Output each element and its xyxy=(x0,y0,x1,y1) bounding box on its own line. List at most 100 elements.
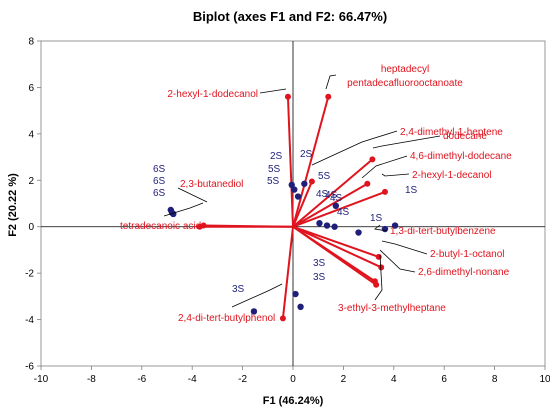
variable-vector-tip xyxy=(308,178,315,185)
x-tick-label: 10 xyxy=(539,374,550,385)
variable-label: 2,4-di-tert-butylphenol xyxy=(178,313,275,324)
observation-point xyxy=(301,180,308,187)
variable-vector-tip xyxy=(369,156,376,163)
x-tick-label: -8 xyxy=(87,374,96,385)
variable-vector-tip xyxy=(325,93,332,100)
variable-label: heptadecyl xyxy=(381,64,429,75)
y-tick-label: 8 xyxy=(28,37,34,48)
variable-label: 2,6-dimethyl-nonane xyxy=(418,267,510,278)
leader-line xyxy=(374,254,383,301)
x-tick-label: 4 xyxy=(391,374,397,385)
y-tick-label: 2 xyxy=(28,176,34,187)
variable-vector xyxy=(281,226,294,319)
observation-point xyxy=(355,229,362,236)
y-tick-label: -2 xyxy=(25,269,34,280)
y-tick-label: 4 xyxy=(28,129,34,140)
variable-vector-tip xyxy=(373,281,380,288)
variable-label: 2-butyl-1-octanol xyxy=(430,249,504,260)
variable-vector xyxy=(286,96,294,227)
y-tick-label: -6 xyxy=(25,362,34,373)
observation-label: 3S xyxy=(232,284,245,295)
observation-label: 3S xyxy=(313,272,326,283)
x-tick-label: 2 xyxy=(341,374,347,385)
variable-vector-tip xyxy=(378,264,385,271)
observation-point xyxy=(331,223,338,230)
variable-label: 2,4-dimethyl-1-heptene xyxy=(400,127,503,138)
variable-vector xyxy=(292,225,380,258)
leader-line xyxy=(177,187,208,203)
leader-line xyxy=(381,240,428,255)
observation-point xyxy=(391,222,399,229)
leader-line xyxy=(259,88,287,94)
variable-vector xyxy=(292,225,377,286)
observation-point xyxy=(332,202,340,210)
variable-vector-tip xyxy=(284,93,291,100)
leader-line xyxy=(361,155,408,179)
variable-label: 2-hexyl-1-dodecanol xyxy=(167,89,258,100)
leader-line xyxy=(379,249,416,273)
variable-vector-tip xyxy=(375,253,382,260)
variable-label: tetradecanoic acid xyxy=(120,221,201,232)
observation-point xyxy=(316,220,323,227)
x-tick-label: -2 xyxy=(238,374,247,385)
y-axis-title: F2 (20.22 %) xyxy=(7,173,19,237)
observation-label: 4S xyxy=(330,193,343,204)
x-tick-label: -10 xyxy=(34,374,49,385)
observation-label: 5S xyxy=(268,164,281,175)
x-tick-label: -6 xyxy=(137,374,146,385)
y-tick-label: 6 xyxy=(28,83,34,94)
observation-label: 4S xyxy=(325,190,338,201)
observation-label: 5S xyxy=(267,176,280,187)
leader-line xyxy=(325,74,337,90)
observation-label: 5S xyxy=(318,171,331,182)
observation-label: 3S xyxy=(313,258,326,269)
observation-label: 1S xyxy=(370,213,383,224)
y-tick-label: 0 xyxy=(28,222,34,233)
x-tick-label: 8 xyxy=(492,374,498,385)
variable-label: dodecane xyxy=(443,131,487,142)
variable-vector xyxy=(292,190,386,228)
observation-point xyxy=(297,303,304,311)
observation-label: 1S xyxy=(405,185,418,196)
x-tick-label: -4 xyxy=(188,374,197,385)
variable-label: 2,3-butanediol xyxy=(180,179,243,190)
leader-line xyxy=(372,135,441,149)
leader-line xyxy=(231,283,283,308)
x-tick-label: 0 xyxy=(290,374,296,385)
variable-vector-tip xyxy=(364,180,371,187)
observation-label: 2S xyxy=(270,151,283,162)
observation-point xyxy=(294,193,302,200)
variable-vector xyxy=(292,96,330,227)
variable-label: 1,3-di-tert-butylbenzene xyxy=(390,226,496,237)
observation-label: 6S xyxy=(153,176,166,187)
observation-point xyxy=(323,222,331,229)
observation-label: 4S xyxy=(316,189,329,200)
x-tick-label: 6 xyxy=(441,374,447,385)
observation-point xyxy=(291,186,298,193)
variable-label: 2-hexyl-1-decanol xyxy=(412,170,492,181)
variable-vector xyxy=(292,225,382,269)
variable-vector-tip xyxy=(196,223,203,230)
variable-label: 4,6-dimethyl-dodecane xyxy=(410,151,512,162)
variable-label: pentadecafluorooctanoate xyxy=(347,78,463,89)
variable-vector xyxy=(292,181,313,228)
y-tick-label: -4 xyxy=(25,315,34,326)
leader-line xyxy=(381,173,410,177)
observation-label: 6S xyxy=(153,188,166,199)
leader-line xyxy=(311,130,398,166)
observation-point xyxy=(381,225,389,233)
observation-label: 2S xyxy=(300,149,313,160)
leader-line xyxy=(163,202,204,217)
variable-vector xyxy=(292,182,368,228)
leader-line xyxy=(374,224,388,232)
variable-vector-tip xyxy=(279,315,286,322)
observation-point xyxy=(292,290,299,298)
axes: -10 -8 -6 -4 -2 0 2 4 6 8 10 -6 -4 -2 0 2 4 6 8 xyxy=(25,37,550,386)
observation-label: 4S xyxy=(337,207,350,218)
variable-vector-tip xyxy=(381,188,388,195)
chart-title: Biplot (axes F1 and F2: 66.47%) xyxy=(193,9,387,24)
observation-point xyxy=(250,308,258,315)
variable-label: 3-ethyl-3-methylheptane xyxy=(338,303,446,314)
